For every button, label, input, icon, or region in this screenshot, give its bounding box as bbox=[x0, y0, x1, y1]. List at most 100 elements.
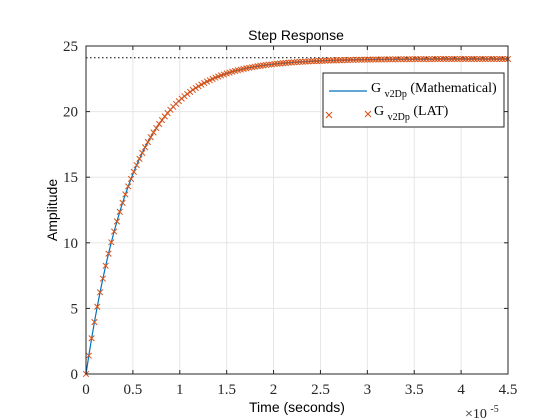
lat-marker-stroke bbox=[423, 55, 430, 63]
lat-data-point bbox=[437, 55, 444, 63]
y-tick-label: 10 bbox=[63, 236, 78, 252]
x-tick-label: 1.5 bbox=[217, 382, 236, 398]
x-tick-label: 0.5 bbox=[124, 382, 143, 398]
legend-marker-swatch-right bbox=[364, 110, 372, 118]
lat-data-point bbox=[406, 56, 413, 63]
lat-marker-stroke bbox=[119, 199, 126, 206]
lat-marker-stroke bbox=[347, 56, 354, 64]
lat-marker-stroke bbox=[428, 55, 436, 63]
lat-marker-stroke bbox=[462, 55, 469, 63]
lat-marker-stroke bbox=[468, 55, 475, 63]
lat-data-point bbox=[307, 58, 315, 65]
lat-data-point bbox=[310, 57, 318, 65]
lat-marker-stroke bbox=[361, 56, 368, 63]
lat-marker-stroke bbox=[457, 55, 464, 63]
lat-data-point bbox=[409, 55, 416, 63]
lat-marker-stroke bbox=[85, 352, 92, 359]
lat-data-point bbox=[502, 55, 509, 63]
lat-data-point bbox=[392, 56, 399, 63]
series-lat-markers bbox=[82, 55, 512, 378]
lat-marker-stroke bbox=[116, 208, 123, 215]
lat-marker-stroke bbox=[158, 116, 166, 124]
lat-marker-stroke bbox=[310, 57, 318, 65]
legend-label-subscript: v2Dp bbox=[385, 89, 407, 100]
lat-data-point bbox=[386, 56, 393, 63]
lat-marker-stroke bbox=[451, 55, 458, 63]
x-tick-label: 4 bbox=[457, 382, 465, 398]
lat-marker-stroke bbox=[471, 55, 478, 63]
lat-marker-stroke bbox=[186, 88, 194, 96]
lat-marker-stroke bbox=[364, 56, 371, 63]
lat-data-point bbox=[344, 56, 351, 64]
lat-marker-stroke bbox=[110, 228, 118, 235]
lat-data-point bbox=[99, 275, 107, 282]
y-tick-label: 0 bbox=[71, 367, 79, 383]
lat-data-point bbox=[299, 58, 306, 65]
lat-data-point bbox=[327, 57, 334, 64]
x-tick-labels: 0 0.5 1 1.5 2 2.5 3 3.5 4 4.5 bbox=[82, 382, 517, 398]
lat-data-point bbox=[296, 58, 303, 66]
lat-marker-stroke bbox=[147, 134, 154, 141]
lat-data-point bbox=[473, 55, 481, 63]
lat-marker-stroke bbox=[414, 55, 422, 63]
y-tick-label: 25 bbox=[63, 39, 78, 55]
lat-marker-stroke bbox=[366, 56, 374, 63]
lat-marker-stroke bbox=[369, 56, 377, 63]
lat-marker-stroke bbox=[403, 56, 410, 63]
lat-data-point bbox=[136, 155, 143, 162]
legend-label-main: G bbox=[371, 81, 381, 96]
lat-data-point bbox=[144, 138, 152, 146]
lat-marker-stroke bbox=[454, 55, 461, 63]
lat-marker-stroke bbox=[479, 55, 486, 63]
lat-marker-stroke bbox=[302, 58, 309, 65]
lat-data-point bbox=[127, 175, 135, 183]
lat-marker-stroke bbox=[473, 55, 481, 63]
lat-data-point bbox=[189, 86, 197, 93]
legend: G v2Dp (Mathematical) G v2Dp (LAT) bbox=[322, 72, 505, 128]
lat-data-point bbox=[395, 56, 402, 63]
lat-data-point bbox=[158, 116, 166, 124]
lat-data-point bbox=[341, 56, 348, 64]
lat-marker-stroke bbox=[381, 56, 388, 63]
x-axis-label: Time (seconds) bbox=[249, 399, 345, 415]
lat-data-point bbox=[285, 59, 292, 66]
lat-data-point bbox=[440, 55, 447, 63]
lat-data-point bbox=[479, 55, 486, 63]
lat-data-point bbox=[490, 55, 498, 63]
x-tick-label: 0 bbox=[82, 382, 90, 398]
lat-marker-stroke bbox=[448, 55, 455, 63]
legend-label-main: G bbox=[374, 104, 384, 119]
lat-data-point bbox=[454, 55, 461, 63]
lat-data-point bbox=[459, 55, 467, 63]
lat-data-point bbox=[428, 55, 436, 63]
lat-data-point bbox=[431, 55, 439, 63]
lat-marker-stroke bbox=[442, 55, 450, 63]
lat-marker-stroke bbox=[324, 57, 332, 64]
lat-marker-stroke bbox=[192, 84, 199, 92]
lat-data-point bbox=[375, 56, 382, 63]
lat-data-point bbox=[434, 55, 441, 63]
lat-marker-stroke bbox=[392, 56, 399, 63]
lat-marker-stroke bbox=[485, 55, 492, 63]
lat-data-point bbox=[487, 55, 495, 63]
lat-data-point bbox=[108, 239, 115, 246]
lat-data-point bbox=[96, 289, 104, 296]
lat-marker-stroke bbox=[465, 55, 472, 63]
y-tick-label: 15 bbox=[63, 170, 78, 186]
lat-data-point bbox=[364, 56, 371, 63]
lat-data-point bbox=[147, 134, 154, 141]
lat-data-point bbox=[412, 55, 419, 63]
lat-data-point bbox=[493, 55, 500, 63]
lat-marker-stroke bbox=[338, 57, 346, 64]
lat-data-point bbox=[105, 250, 112, 257]
lat-marker-stroke bbox=[378, 56, 385, 63]
legend-label-subscript: v2Dp bbox=[388, 112, 410, 123]
lat-marker-stroke bbox=[375, 56, 382, 63]
lat-marker-stroke bbox=[195, 83, 202, 90]
lat-data-point bbox=[313, 57, 320, 65]
lat-data-point bbox=[155, 120, 163, 128]
lat-data-point bbox=[184, 90, 191, 98]
lat-marker-stroke bbox=[133, 161, 140, 169]
